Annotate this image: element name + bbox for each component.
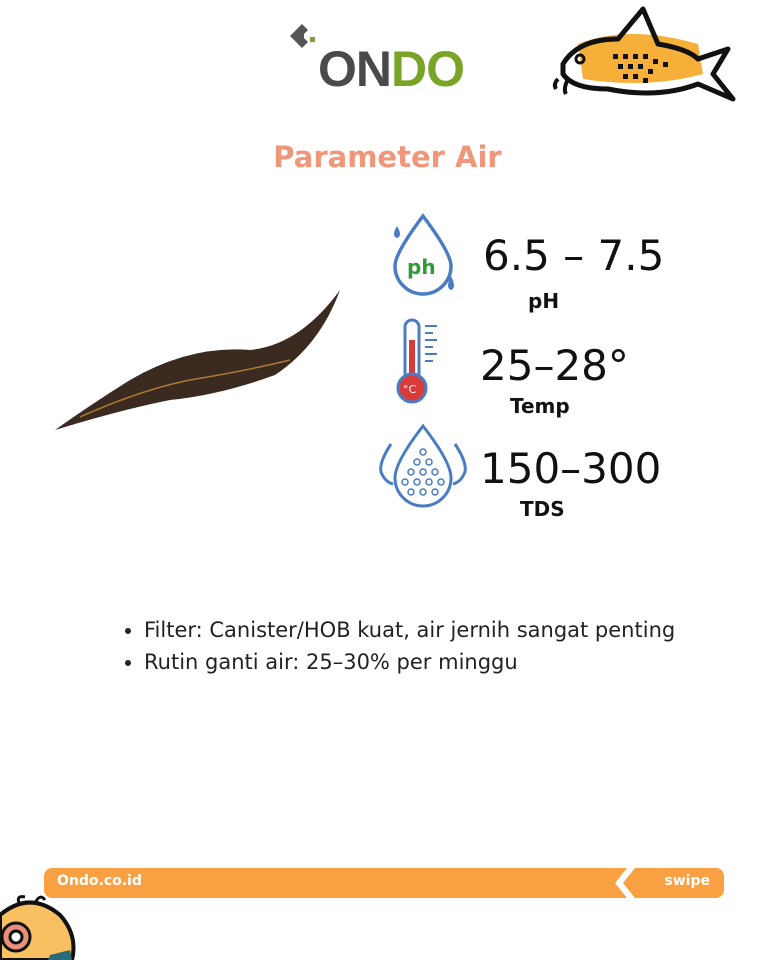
catfish-illustration-icon [552,6,736,102]
ph-drop-icon: ph [393,213,454,296]
tds-drops-icon [379,423,467,508]
thermometer-icon: °C [396,318,437,404]
note-item: Filter: Canister/HOB kuat, air jernih sa… [144,614,704,646]
notes-list: Filter: Canister/HOB kuat, air jernih sa… [118,614,704,678]
logo-on: ON [318,41,392,97]
site-link[interactable]: Ondo.co.id [57,873,142,889]
tds-value: 150–300 [480,444,662,493]
ph-value: 6.5 – 7.5 [483,231,665,280]
page-title: Parameter Air [273,140,502,174]
note-item: Rutin ganti air: 25–30% per minggu [144,646,704,678]
chevron-left-icon [615,868,635,898]
swipe-button[interactable]: swipe [664,873,710,889]
logo-mark-icon [290,24,315,48]
ph-label: pH [528,289,560,313]
footer-bar: Ondo.co.id swipe [44,868,724,898]
ondo-logo [288,22,488,102]
logo-do: DO [391,41,465,97]
eel-photo [55,290,340,430]
bird-mascot-icon [0,895,76,960]
temp-value: 25–28° [480,341,629,390]
logo-text: ONDO [318,41,465,97]
tds-label: TDS [520,497,565,521]
svg-text:°C: °C [403,383,417,396]
temp-label: Temp [510,394,570,418]
svg-text:ph: ph [407,255,436,279]
